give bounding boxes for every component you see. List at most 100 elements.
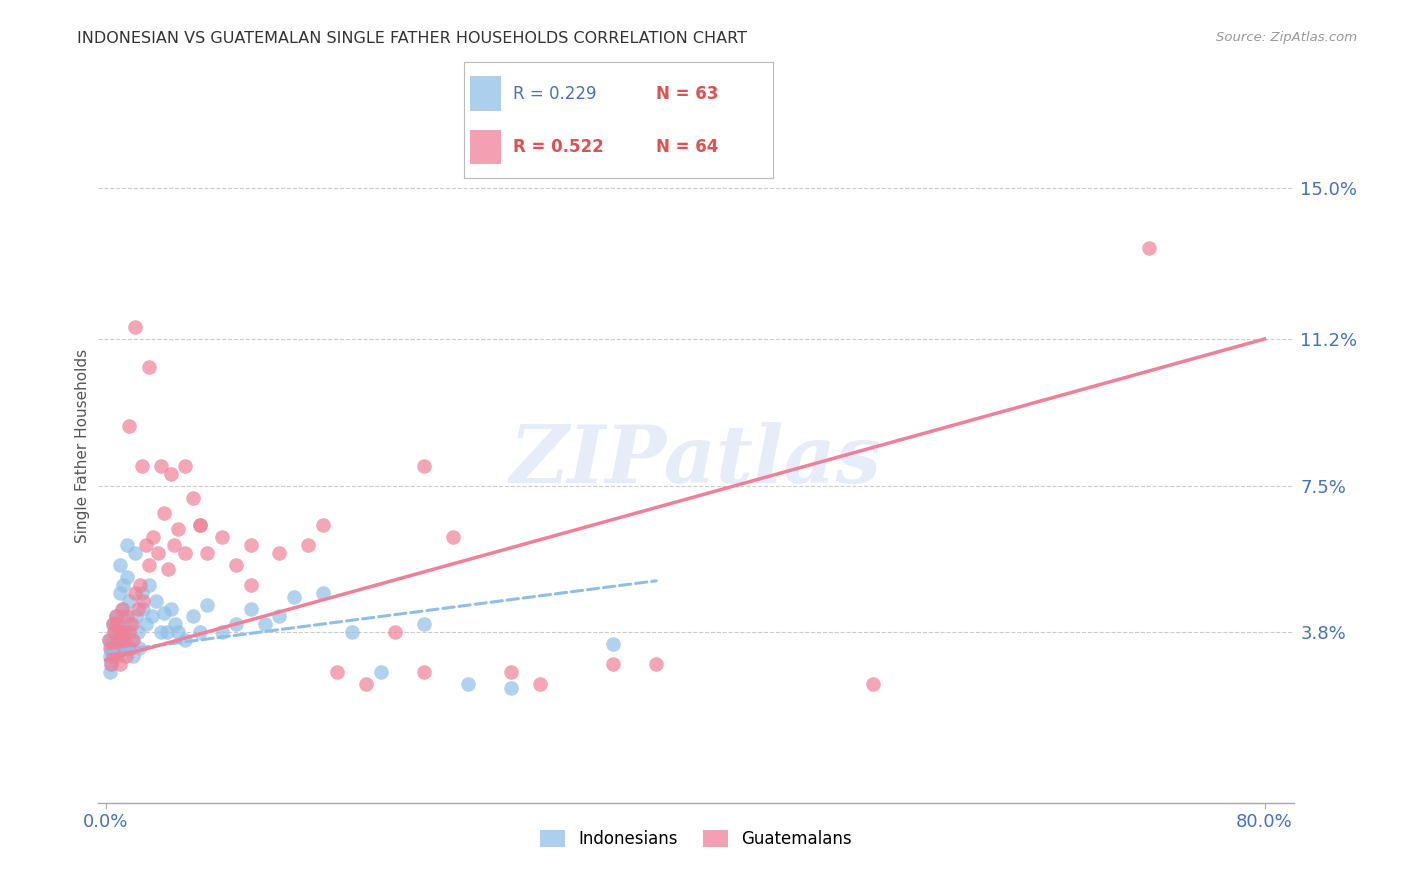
Point — [100, 641, 122, 656]
Point — [174, 633, 197, 648]
Point — [117, 570, 139, 584]
Text: R = 0.522: R = 0.522 — [513, 138, 605, 156]
Text: ZIPatlas: ZIPatlas — [510, 422, 882, 499]
Point — [105, 633, 128, 648]
Y-axis label: Single Father Households: Single Father Households — [75, 349, 90, 543]
Point — [225, 558, 247, 572]
Point — [101, 617, 124, 632]
Point — [529, 677, 551, 691]
Point — [370, 665, 392, 679]
Bar — [470, 129, 501, 164]
Point — [98, 641, 121, 656]
Point — [135, 617, 157, 632]
Point — [101, 649, 124, 664]
Point — [110, 609, 132, 624]
Point — [457, 677, 479, 691]
Point — [105, 617, 128, 632]
Point — [167, 522, 190, 536]
Point — [114, 633, 136, 648]
Point — [135, 538, 157, 552]
Point — [118, 593, 141, 607]
Bar — [470, 77, 501, 112]
Text: INDONESIAN VS GUATEMALAN SINGLE FATHER HOUSEHOLDS CORRELATION CHART: INDONESIAN VS GUATEMALAN SINGLE FATHER H… — [77, 31, 748, 46]
Point — [312, 585, 335, 599]
Point — [501, 665, 523, 679]
Point — [104, 641, 127, 656]
Point — [141, 609, 163, 624]
Point — [120, 641, 142, 656]
Point — [97, 633, 120, 648]
Point — [146, 546, 169, 560]
Point — [163, 538, 186, 552]
Legend: Indonesians, Guatemalans: Indonesians, Guatemalans — [533, 823, 859, 855]
Point — [225, 617, 247, 632]
Point — [384, 625, 406, 640]
Point — [862, 677, 884, 691]
Point — [145, 593, 167, 607]
Point — [103, 625, 125, 640]
Point — [124, 546, 146, 560]
Point — [152, 606, 174, 620]
Point — [97, 633, 120, 648]
Point — [602, 637, 624, 651]
Point — [110, 601, 132, 615]
Point — [195, 598, 218, 612]
Point — [413, 665, 436, 679]
Point — [188, 518, 211, 533]
Point — [297, 538, 319, 552]
Point — [138, 578, 160, 592]
Point — [413, 458, 436, 473]
Text: Source: ZipAtlas.com: Source: ZipAtlas.com — [1216, 31, 1357, 45]
Point — [326, 665, 349, 679]
Point — [100, 657, 122, 671]
Point — [117, 609, 139, 624]
Point — [122, 649, 145, 664]
Point — [174, 546, 197, 560]
Point — [138, 359, 160, 374]
Point — [149, 458, 172, 473]
Point — [645, 657, 668, 671]
Point — [107, 633, 129, 648]
Point — [132, 593, 155, 607]
Point — [115, 649, 138, 664]
Point — [103, 625, 125, 640]
Point — [103, 641, 125, 656]
Point — [149, 625, 172, 640]
Point — [101, 649, 124, 664]
Point — [112, 578, 135, 592]
Point — [108, 637, 131, 651]
Point — [239, 578, 262, 592]
Point — [167, 625, 190, 640]
Text: N = 63: N = 63 — [655, 85, 718, 103]
Point — [283, 590, 305, 604]
Point — [340, 625, 363, 640]
Point — [122, 633, 145, 648]
Point — [127, 601, 149, 615]
Point — [121, 633, 143, 648]
Point — [128, 641, 150, 656]
Point — [100, 657, 122, 671]
Text: R = 0.229: R = 0.229 — [513, 85, 598, 103]
Point — [132, 601, 155, 615]
Point — [602, 657, 624, 671]
Point — [142, 530, 165, 544]
Point — [98, 665, 121, 679]
Point — [188, 625, 211, 640]
Point — [356, 677, 378, 691]
Point — [108, 558, 131, 572]
Point — [107, 617, 129, 632]
Point — [124, 585, 146, 599]
Point — [131, 585, 153, 599]
Point — [239, 538, 262, 552]
Text: N = 64: N = 64 — [655, 138, 718, 156]
Point — [160, 601, 183, 615]
Point — [98, 649, 121, 664]
Point — [152, 507, 174, 521]
Point — [101, 617, 124, 632]
Point — [101, 633, 124, 648]
Point — [211, 625, 233, 640]
Point — [160, 467, 183, 481]
Point — [156, 562, 179, 576]
Point — [107, 633, 129, 648]
Point — [121, 617, 143, 632]
